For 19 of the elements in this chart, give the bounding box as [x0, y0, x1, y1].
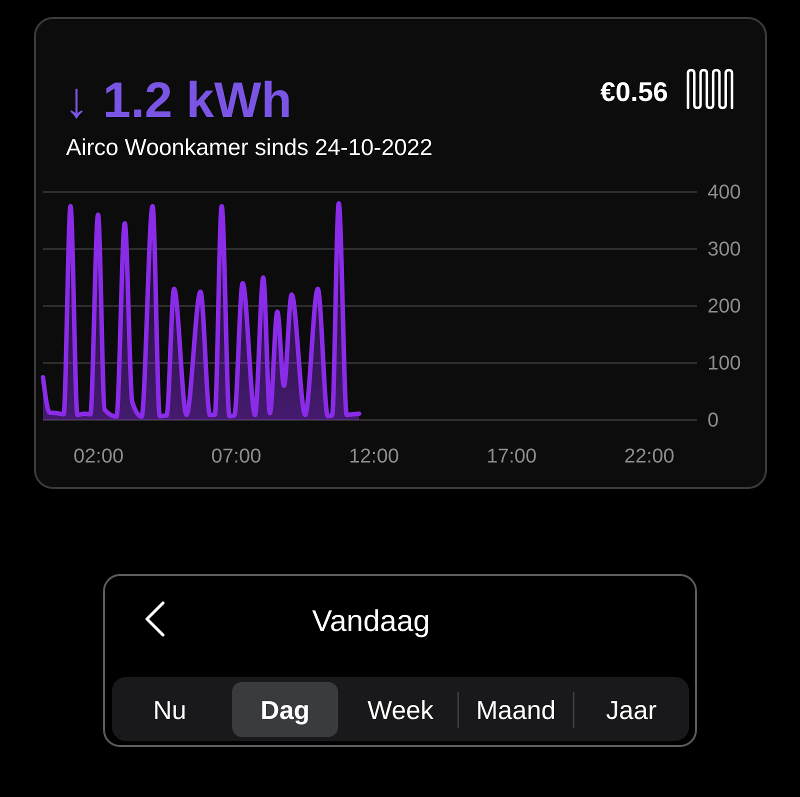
- x-tick-label: 07:00: [211, 446, 262, 468]
- text: Dag: [260, 695, 310, 725]
- y-tick-label: 400: [708, 182, 741, 204]
- chart-title: ↓ 1.2 kWh: [64, 72, 292, 128]
- x-tick-label: 12:00: [348, 446, 399, 468]
- x-tick-label: 02:00: [74, 446, 124, 468]
- text: Maand: [476, 695, 556, 725]
- x-tick-label: 17:00: [486, 446, 537, 468]
- text: Nu: [153, 695, 186, 725]
- y-tick-label: 100: [708, 352, 741, 374]
- x-tick-label: 22:00: [624, 446, 674, 468]
- text: Week: [368, 695, 434, 725]
- text: €0.56: [600, 77, 668, 107]
- y-tick-label: 200: [708, 296, 741, 318]
- chart-subtitle: Airco Woonkamer sinds 24-10-2022: [66, 134, 432, 160]
- y-tick-label: 300: [708, 238, 741, 260]
- y-tick-label: 0: [708, 410, 719, 432]
- text: Vandaag: [312, 605, 430, 638]
- text: Jaar: [606, 695, 657, 725]
